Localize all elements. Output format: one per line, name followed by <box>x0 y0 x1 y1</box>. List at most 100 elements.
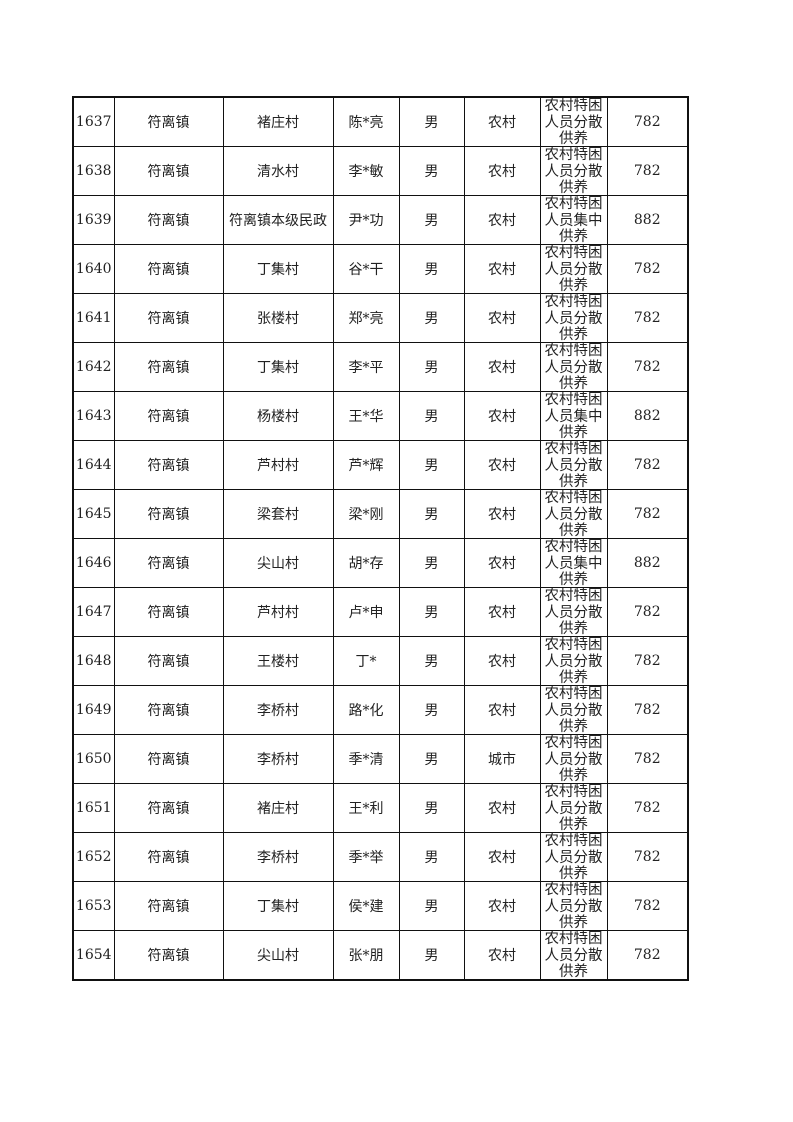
household-type-cell: 农村 <box>463 685 541 735</box>
row-number-cell: 1643 <box>72 391 115 441</box>
category-cell: 农村特困人员分散供养 <box>539 342 608 392</box>
amount-cell: 782 <box>606 783 689 833</box>
household-type-cell: 城市 <box>463 734 541 784</box>
table-row: 1645 符离镇 梁套村 梁*刚男农村 农村特困人员分散供养 782 <box>72 489 689 539</box>
village-cell: 尖山村 <box>222 538 334 588</box>
gender-cell: 男 <box>398 685 465 735</box>
amount-cell: 782 <box>606 146 689 196</box>
town-cell: 符离镇 <box>113 96 224 147</box>
household-type-cell: 农村 <box>463 832 541 882</box>
category-cell: 农村特困人员分散供养 <box>539 930 608 981</box>
village-cell: 王楼村 <box>222 636 334 686</box>
gender-cell: 男 <box>398 244 465 294</box>
category-cell: 农村特困人员集中供养 <box>539 195 608 245</box>
gender-cell: 男 <box>398 96 465 147</box>
table-row: 1653 符离镇 丁集村 侯*建男农村 农村特困人员分散供养 782 <box>72 881 689 931</box>
category-cell: 农村特困人员分散供养 <box>539 636 608 686</box>
table-row: 1646 符离镇 尖山村 胡*存男农村 农村特困人员集中供养 882 <box>72 538 689 588</box>
table-row: 1642 符离镇 丁集村 李*平男农村 农村特困人员分散供养 782 <box>72 342 689 392</box>
household-type-cell: 农村 <box>463 930 541 981</box>
amount-cell: 882 <box>606 195 689 245</box>
table-row: 1640 符离镇 丁集村 谷*干男农村 农村特困人员分散供养 782 <box>72 244 689 294</box>
category-text: 农村特困人员分散供养 <box>544 441 603 489</box>
gender-cell: 男 <box>398 881 465 931</box>
household-type-cell: 农村 <box>463 636 541 686</box>
row-number-cell: 1638 <box>72 146 115 196</box>
amount-cell: 782 <box>606 685 689 735</box>
amount-cell: 782 <box>606 734 689 784</box>
village-cell: 李桥村 <box>222 734 334 784</box>
row-number-cell: 1637 <box>72 96 115 147</box>
table-row: 1652 符离镇 李桥村 季*举男农村 农村特困人员分散供养 782 <box>72 832 689 882</box>
table-row: 1654 符离镇 尖山村 张*朋男农村 农村特困人员分散供养 782 <box>72 930 689 981</box>
town-cell: 符离镇 <box>113 832 224 882</box>
gender-cell: 男 <box>398 440 465 490</box>
category-cell: 农村特困人员分散供养 <box>539 685 608 735</box>
town-cell: 符离镇 <box>113 489 224 539</box>
name-cell: 王*华 <box>332 391 400 441</box>
name-cell: 卢*申 <box>332 587 400 637</box>
category-text: 农村特困人员分散供养 <box>544 931 603 979</box>
category-text: 农村特困人员集中供养 <box>544 392 603 440</box>
gender-cell: 男 <box>398 293 465 343</box>
table-row: 1638 符离镇 清水村 李*敏男农村 农村特困人员分散供养 782 <box>72 146 689 196</box>
name-cell: 丁* <box>332 636 400 686</box>
town-cell: 符离镇 <box>113 391 224 441</box>
town-cell: 符离镇 <box>113 342 224 392</box>
name-cell: 季*举 <box>332 832 400 882</box>
row-number-cell: 1647 <box>72 587 115 637</box>
name-cell: 郑*亮 <box>332 293 400 343</box>
table-row: 1643 符离镇 杨楼村 王*华男农村 农村特困人员集中供养 882 <box>72 391 689 441</box>
amount-cell: 782 <box>606 881 689 931</box>
name-cell: 胡*存 <box>332 538 400 588</box>
household-type-cell: 农村 <box>463 391 541 441</box>
category-text: 农村特困人员分散供养 <box>544 735 603 783</box>
row-number-cell: 1653 <box>72 881 115 931</box>
row-number-cell: 1644 <box>72 440 115 490</box>
gender-cell: 男 <box>398 195 465 245</box>
household-type-cell: 农村 <box>463 440 541 490</box>
row-number-cell: 1639 <box>72 195 115 245</box>
amount-cell: 782 <box>606 342 689 392</box>
table-row: 1649 符离镇 李桥村 路*化男农村 农村特困人员分散供养 782 <box>72 685 689 735</box>
village-cell: 褚庄村 <box>222 96 334 147</box>
town-cell: 符离镇 <box>113 440 224 490</box>
household-type-cell: 农村 <box>463 293 541 343</box>
row-number-cell: 1645 <box>72 489 115 539</box>
town-cell: 符离镇 <box>113 538 224 588</box>
village-cell: 张楼村 <box>222 293 334 343</box>
town-cell: 符离镇 <box>113 881 224 931</box>
village-cell: 芦村村 <box>222 587 334 637</box>
category-text: 农村特困人员集中供养 <box>544 196 603 244</box>
table-row: 1650 符离镇 李桥村 季*清男城市 农村特困人员分散供养 782 <box>72 734 689 784</box>
town-cell: 符离镇 <box>113 195 224 245</box>
town-cell: 符离镇 <box>113 783 224 833</box>
category-text: 农村特困人员分散供养 <box>544 882 603 930</box>
name-cell: 路*化 <box>332 685 400 735</box>
household-type-cell: 农村 <box>463 146 541 196</box>
gender-cell: 男 <box>398 146 465 196</box>
table-row: 1641 符离镇 张楼村 郑*亮男农村 农村特困人员分散供养 782 <box>72 293 689 343</box>
household-type-cell: 农村 <box>463 96 541 147</box>
category-cell: 农村特困人员分散供养 <box>539 587 608 637</box>
gender-cell: 男 <box>398 538 465 588</box>
gender-cell: 男 <box>398 783 465 833</box>
town-cell: 符离镇 <box>113 930 224 981</box>
category-cell: 农村特困人员分散供养 <box>539 489 608 539</box>
name-cell: 谷*干 <box>332 244 400 294</box>
category-text: 农村特困人员分散供养 <box>544 245 603 293</box>
amount-cell: 782 <box>606 587 689 637</box>
village-cell: 清水村 <box>222 146 334 196</box>
village-cell: 丁集村 <box>222 342 334 392</box>
gender-cell: 男 <box>398 930 465 981</box>
category-cell: 农村特困人员分散供养 <box>539 244 608 294</box>
village-cell: 芦村村 <box>222 440 334 490</box>
name-cell: 李*平 <box>332 342 400 392</box>
category-text: 农村特困人员分散供养 <box>544 147 603 195</box>
household-type-cell: 农村 <box>463 783 541 833</box>
gender-cell: 男 <box>398 489 465 539</box>
records-table: 1637 符离镇 褚庄村 陈*亮男农村 农村特困人员分散供养 782 1638 符离镇 清水村李… <box>72 96 689 981</box>
household-type-cell: 农村 <box>463 195 541 245</box>
village-cell: 梁套村 <box>222 489 334 539</box>
amount-cell: 782 <box>606 832 689 882</box>
